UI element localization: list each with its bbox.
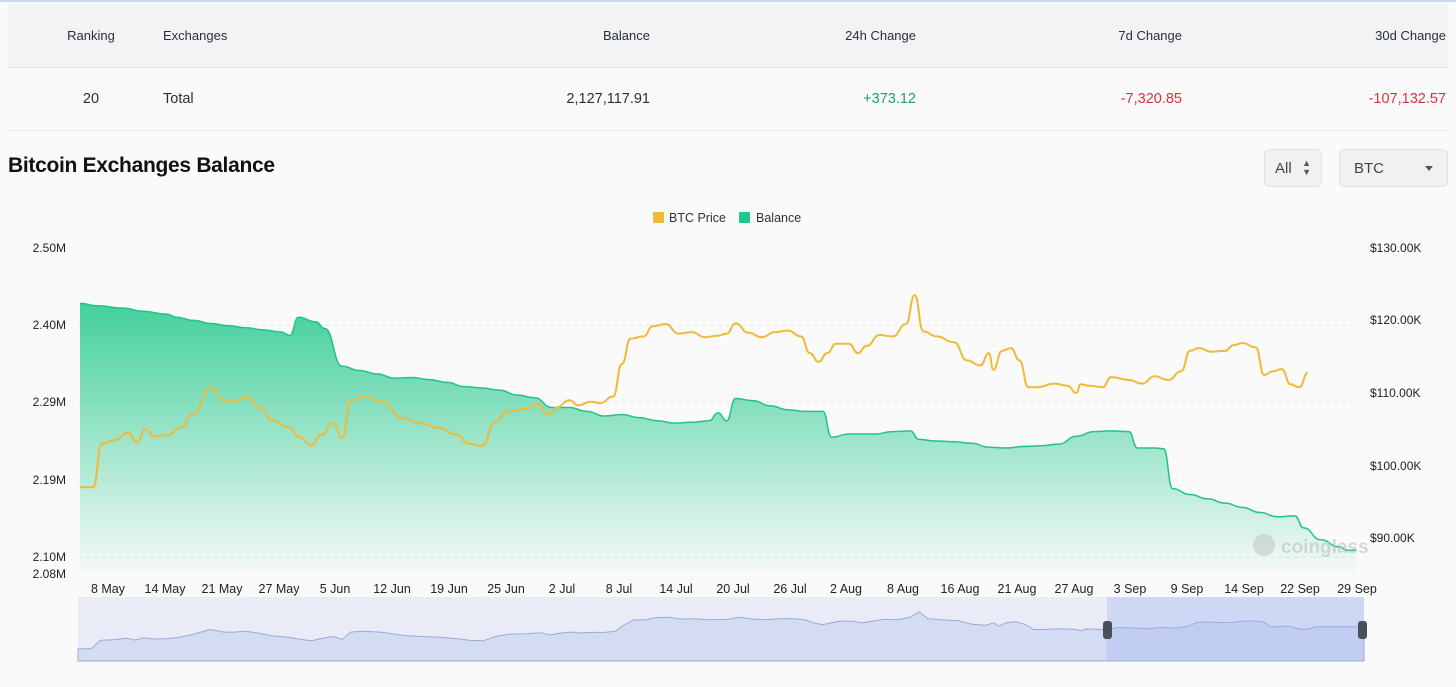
- x-tick-label: 26 Jul: [773, 582, 806, 596]
- x-tick-label: 2 Aug: [830, 582, 862, 596]
- x-tick-label: 8 May: [91, 582, 126, 596]
- row-7d-change: -7,320.85: [1120, 91, 1182, 107]
- legend-swatch-balance: [739, 212, 750, 223]
- balance-area: [80, 303, 1356, 574]
- axes: 2.50M 2.40M 2.29M 2.19M 2.10M 2.08M $130.00K $1…: [33, 241, 1422, 596]
- x-tick-label: 3 Sep: [1114, 582, 1147, 596]
- section-title: Bitcoin Exchanges Balance: [8, 154, 275, 177]
- watermark: coinglass: [1253, 534, 1369, 558]
- x-tick-label: 20 Jul: [716, 582, 749, 596]
- row-24h-change: +373.12: [863, 91, 916, 107]
- navigator-selection[interactable]: [1107, 597, 1364, 661]
- row-balance: 2,127,117.91: [566, 91, 650, 107]
- x-tick-label: 14 May: [145, 582, 187, 596]
- x-tick-label: 27 Aug: [1055, 582, 1094, 596]
- balance-line: [79, 302, 1356, 551]
- row-30d-change: -107,132.57: [1368, 91, 1446, 107]
- y-left-tick-label: 2.10M: [33, 550, 66, 564]
- x-tick-label: 25 Jun: [487, 582, 525, 596]
- x-tick-label: 2 Jul: [549, 582, 575, 596]
- x-tick-label: 8 Aug: [887, 582, 919, 596]
- header-7d-change[interactable]: 7d Change: [1118, 27, 1182, 43]
- x-tick-label: 9 Sep: [1171, 582, 1204, 596]
- legend-label-balance: Balance: [756, 211, 801, 225]
- y-left-tick-label: 2.29M: [33, 395, 66, 409]
- range-navigator[interactable]: [77, 597, 1367, 662]
- header-24h-change[interactable]: 24h Change: [845, 27, 916, 43]
- navigator-right-handle[interactable]: [1358, 621, 1367, 639]
- x-tick-label: 21 Aug: [998, 582, 1037, 596]
- exchanges-table: Ranking Exchanges Balance 24h Change 7d …: [8, 3, 1448, 131]
- x-tick-label: 14 Sep: [1224, 582, 1264, 596]
- x-tick-label: 19 Jun: [430, 582, 468, 596]
- x-tick-label: 5 Jun: [320, 582, 351, 596]
- y-left-tick-label: 2.19M: [33, 473, 66, 487]
- header-30d-change[interactable]: 30d Change: [1375, 27, 1446, 43]
- legend-item-balance[interactable]: Balance: [739, 211, 801, 225]
- legend-swatch-btc-price: [653, 212, 664, 223]
- row-exchange: Total: [163, 91, 194, 107]
- top-border: [0, 0, 1456, 2]
- x-tick-label: 21 May: [202, 582, 244, 596]
- x-tick-label: 29 Sep: [1337, 582, 1377, 596]
- y-left-tick-label: 2.50M: [33, 241, 66, 255]
- range-select[interactable]: All ▲ ▼: [1264, 149, 1322, 187]
- watermark-text: coinglass: [1281, 537, 1369, 558]
- x-tick-label: 16 Aug: [941, 582, 980, 596]
- x-tick-label: 22 Sep: [1280, 582, 1320, 596]
- btc-price-line: [80, 294, 1309, 489]
- x-tick-label: 14 Jul: [659, 582, 692, 596]
- y-left-tick-label: 2.40M: [33, 318, 66, 332]
- navigator-left-handle[interactable]: [1103, 621, 1112, 639]
- y-right-tick-label: $120.00K: [1370, 313, 1421, 327]
- x-tick-label: 12 Jun: [373, 582, 411, 596]
- row-ranking: 20: [82, 91, 100, 107]
- x-tick-label: 27 May: [259, 582, 301, 596]
- header-exchanges[interactable]: Exchanges: [163, 27, 228, 43]
- table-header: Ranking Exchanges Balance 24h Change 7d …: [8, 3, 1448, 68]
- asset-select-value: BTC: [1354, 159, 1384, 177]
- table-row: 20 Total 2,127,117.91 +373.12 -7,320.85 …: [8, 68, 1448, 131]
- y-right-tick-label: $110.00K: [1370, 386, 1421, 400]
- header-balance[interactable]: Balance: [603, 27, 650, 43]
- header-ranking[interactable]: Ranking: [67, 27, 115, 43]
- navigator-area: [77, 611, 1365, 662]
- x-tick-label: 8 Jul: [606, 582, 632, 596]
- legend-label-btc-price: BTC Price: [669, 211, 726, 225]
- asset-select[interactable]: BTC: [1339, 149, 1448, 187]
- legend-item-btc-price[interactable]: BTC Price: [653, 211, 726, 225]
- updown-chevron-icon: ▲ ▼: [1302, 158, 1311, 177]
- y-right-tick-label: $130.00K: [1370, 241, 1421, 255]
- y-left-tick-label: 2.08M: [33, 567, 66, 581]
- coinglass-logo-icon: [1253, 534, 1275, 556]
- legend: BTC Price Balance: [653, 211, 801, 225]
- caret-down-icon: [1425, 166, 1433, 171]
- y-right-tick-label: $100.00K: [1370, 459, 1421, 473]
- range-select-value: All: [1275, 159, 1292, 177]
- y-right-tick-label: $90.00K: [1370, 531, 1415, 545]
